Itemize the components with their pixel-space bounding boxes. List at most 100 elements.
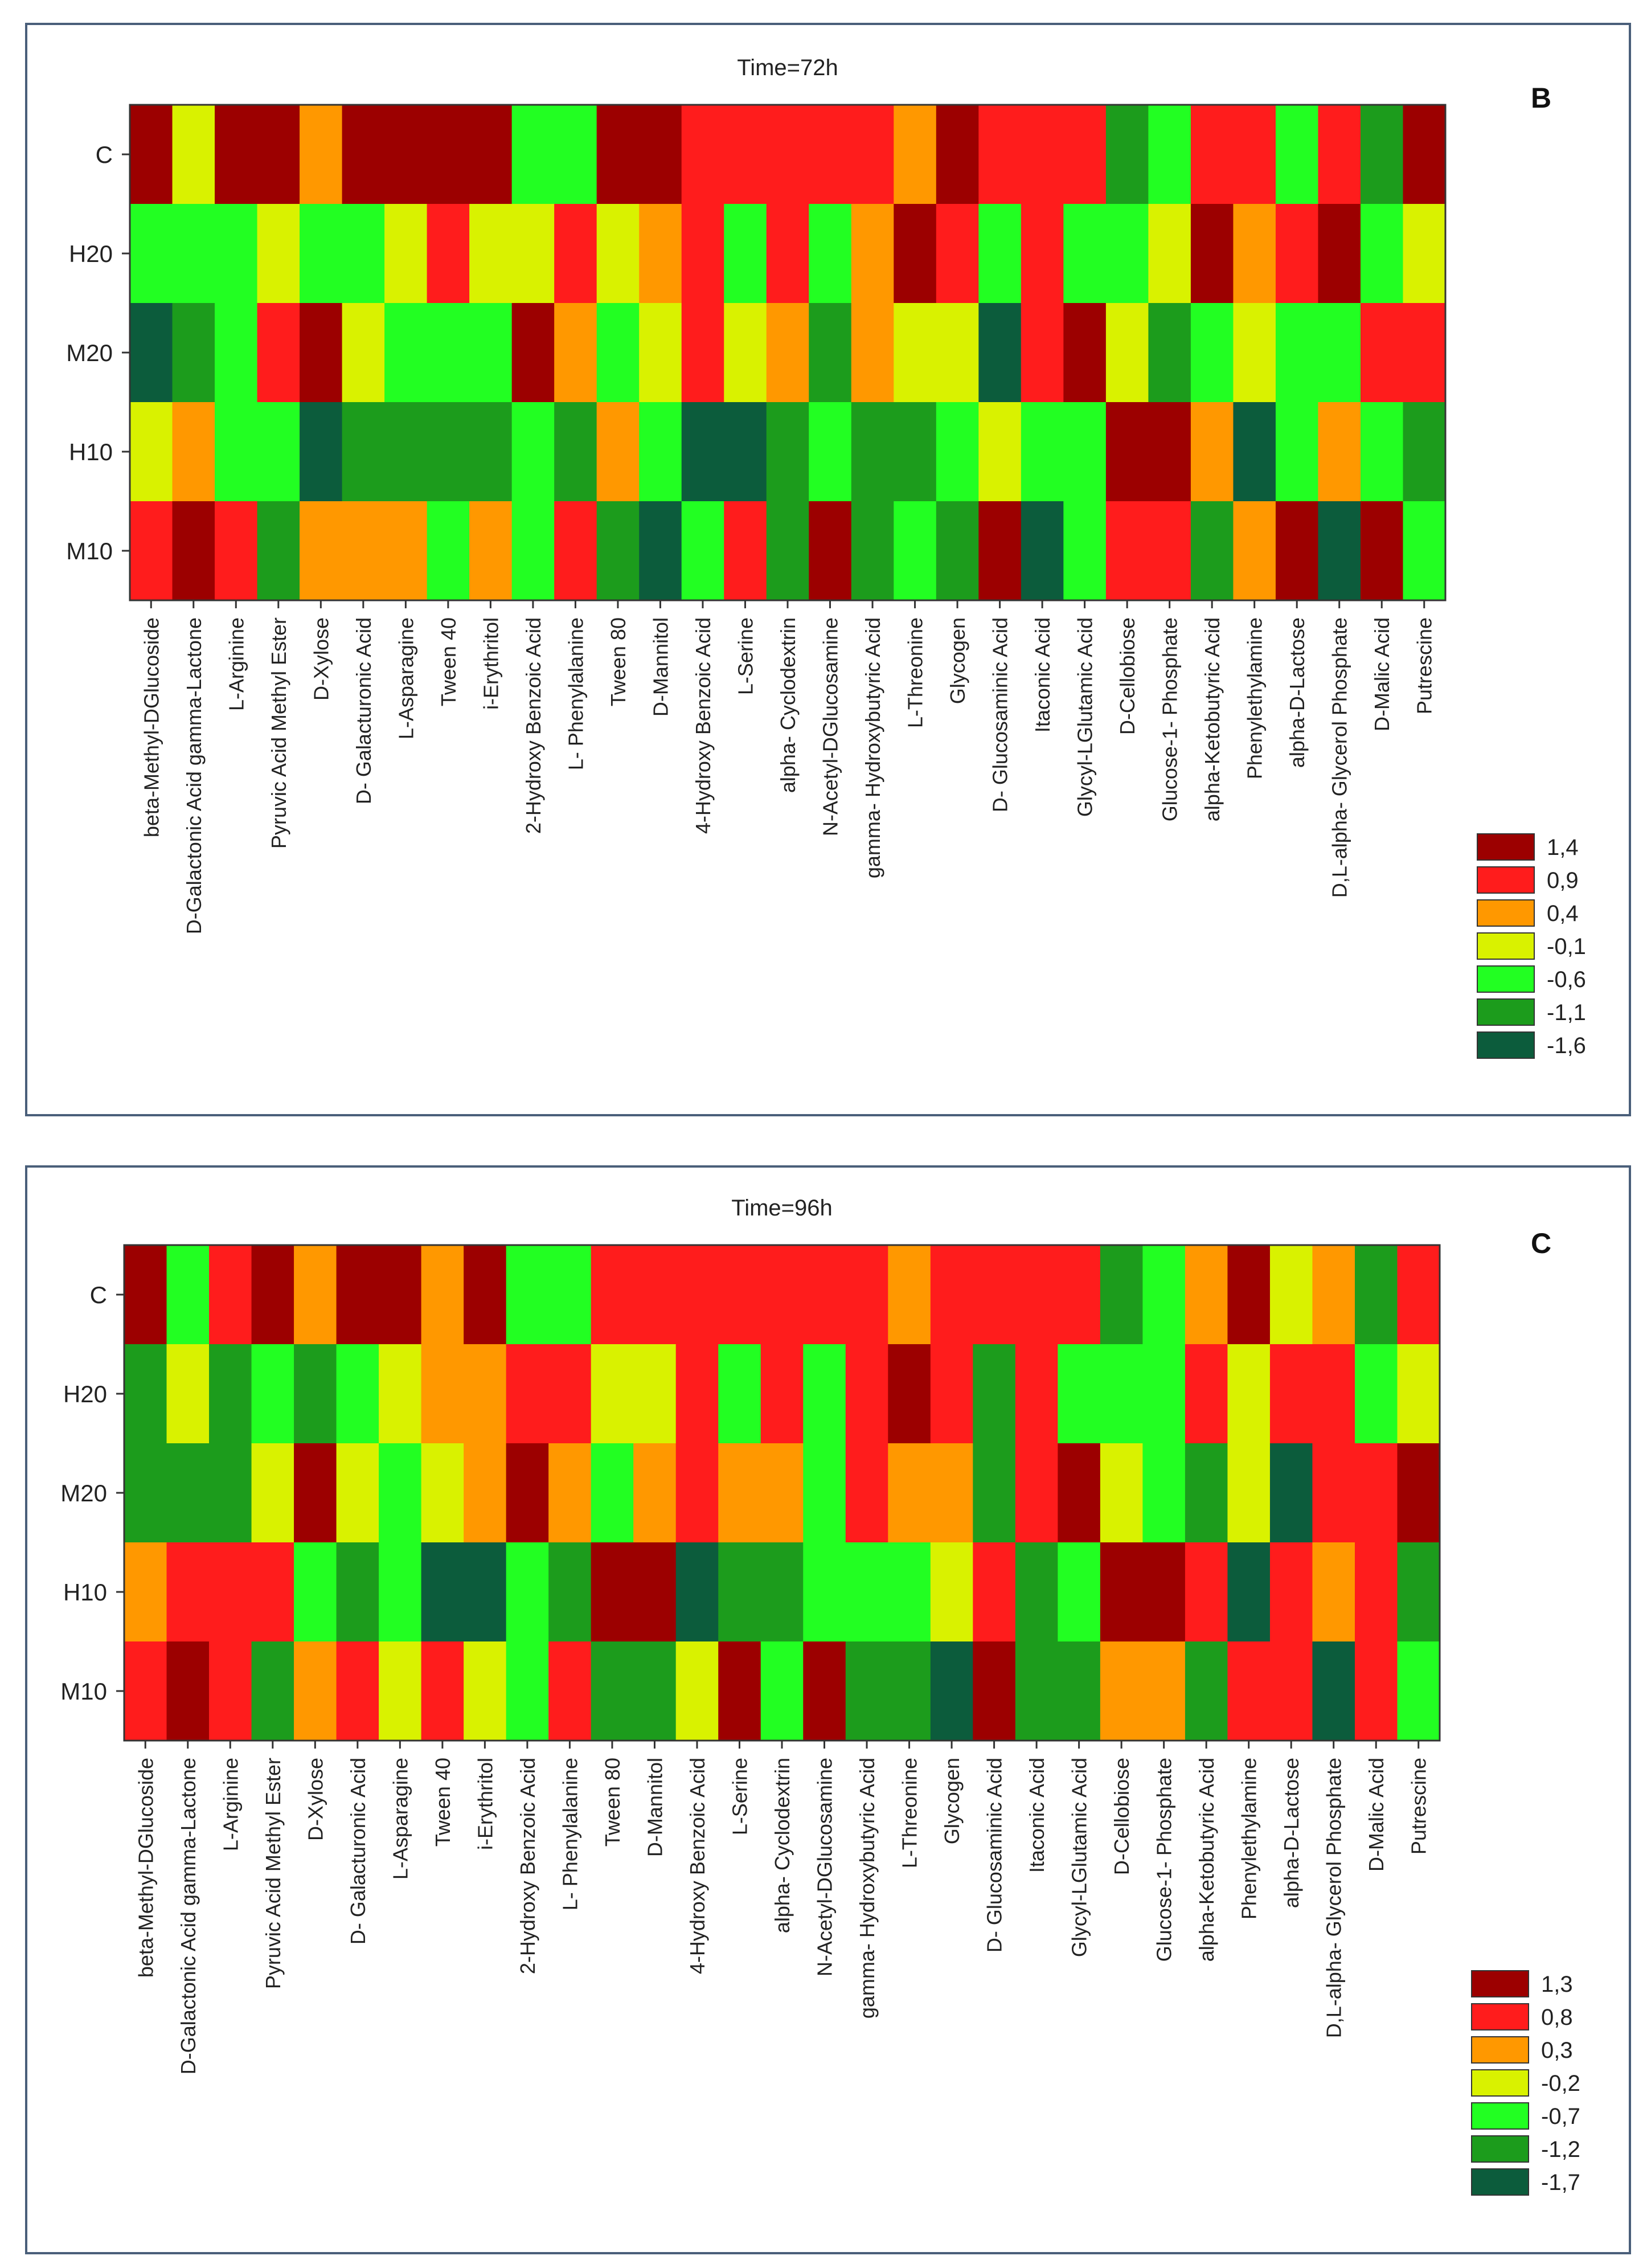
heatmap-cell-H20-22: [1015, 1344, 1058, 1444]
heatmap-cell-C-13: [633, 1245, 677, 1345]
column-label-7: L-Asparagine: [394, 617, 417, 739]
legend-label: 1,4: [1547, 835, 1579, 860]
heatmap-cell-M20-10: [506, 1443, 549, 1543]
heatmap-cell-H20-7: [379, 1344, 422, 1444]
heatmap-cell-M10-26: [1190, 501, 1234, 601]
heatmap-cell-M20-27: [1227, 1443, 1271, 1543]
heatmap-cell-H20-29: [1318, 204, 1361, 304]
heatmap-cell-M20-24: [1105, 303, 1149, 403]
column-label-17: N-Acetyl-DGlucosamine: [819, 617, 842, 836]
heatmap-cell-M10-12: [596, 501, 640, 601]
column-label-15: L-Serine: [734, 617, 757, 695]
row-label-M20: M20: [66, 339, 113, 366]
heatmap-cell-C-19: [888, 1245, 931, 1345]
heatmap-cell-C-23: [1063, 105, 1107, 204]
heatmap-cell-M10-23: [1058, 1641, 1101, 1741]
heatmap-cell-M20-2: [166, 1443, 210, 1543]
heatmap-cell-H10-31: [1403, 402, 1446, 502]
heatmap-cell-C-27: [1227, 1245, 1271, 1345]
heatmap-cell-H20-28: [1275, 204, 1319, 304]
column-label-25: Glucose-1- Phosphate: [1158, 617, 1182, 821]
legend-label: -0,1: [1547, 934, 1586, 959]
heatmap-cell-C-17: [809, 105, 852, 204]
heatmap-cell-M20-7: [384, 303, 428, 403]
heatmap-cell-C-12: [596, 105, 640, 204]
heatmap-cell-M20-6: [342, 303, 385, 403]
heatmap-cell-H10-26: [1190, 402, 1234, 502]
heatmap-cell-H20-27: [1227, 1344, 1271, 1444]
heatmap-cell-H20-15: [724, 204, 767, 304]
column-label-24: D-Cellobiose: [1110, 1758, 1133, 1875]
heatmap-cell-H10-5: [300, 402, 343, 502]
heatmap-cell-H20-17: [803, 1344, 846, 1444]
heatmap-cell-M10-29: [1318, 501, 1361, 601]
heatmap-cell-H10-24: [1105, 402, 1149, 502]
heatmap-cell-H10-11: [548, 1542, 592, 1642]
heatmap-cell-H10-23: [1058, 1542, 1101, 1642]
panel-label: C: [1531, 1227, 1551, 1259]
heatmap-cell-C-16: [766, 105, 809, 204]
legend-swatch: [1471, 2102, 1529, 2130]
heatmap-cell-M10-6: [342, 501, 385, 601]
heatmap-cell-H20-8: [427, 204, 470, 304]
heatmap-cell-C-6: [336, 1245, 379, 1345]
heatmap-cell-H20-16: [766, 204, 809, 304]
heatmap-cell-H20-2: [172, 204, 215, 304]
heatmap-cell-H20-18: [845, 1344, 888, 1444]
heatmap-cell-M10-27: [1227, 1641, 1271, 1741]
heatmap-cell-H10-29: [1312, 1542, 1355, 1642]
heatmap-cell-H10-4: [257, 402, 300, 502]
heatmap-cell-M20-5: [294, 1443, 337, 1543]
heatmap-cell-M10-4: [251, 1641, 294, 1741]
heatmap-cell-M10-2: [166, 1641, 210, 1741]
heatmap-cell-M20-13: [633, 1443, 677, 1543]
column-label-25: Glucose-1- Phosphate: [1153, 1758, 1176, 1962]
heatmap-cell-C-10: [506, 1245, 549, 1345]
heatmap-cell-C-28: [1275, 105, 1319, 204]
heatmap-cell-H10-16: [766, 402, 809, 502]
heatmap-cell-M10-7: [379, 1641, 422, 1741]
heatmap-cell-H10-10: [506, 1542, 549, 1642]
heatmap-cell-M20-28: [1269, 1443, 1313, 1543]
heatmap-cell-H10-31: [1397, 1542, 1440, 1642]
heatmap-cell-H20-26: [1190, 204, 1234, 304]
column-label-31: Putrescine: [1413, 617, 1436, 714]
column-label-7: L-Asparagine: [388, 1758, 412, 1880]
heatmap-96h-svg: Time=96h C C H20 M20 H10 M10 beta-Methyl-DGluco…: [60, 1196, 1580, 2196]
heatmap-cell-C-21: [978, 105, 1022, 204]
heatmap-cell-C-20: [930, 1245, 973, 1345]
heatmap-cell-C-31: [1397, 1245, 1440, 1345]
heatmap-cell-M10-14: [681, 501, 724, 601]
heatmap-cell-C-15: [724, 105, 767, 204]
heatmap-cell-C-1: [130, 105, 173, 204]
column-label-4: Pyruvic Acid Methyl Ester: [267, 617, 290, 849]
heatmap-cell-C-29: [1312, 1245, 1355, 1345]
heatmap-cell-M20-11: [554, 303, 597, 403]
heatmap-cell-C-11: [554, 105, 597, 204]
heatmap-cell-H20-16: [760, 1344, 804, 1444]
column-label-14: 4-Hydroxy Benzoic Acid: [686, 1758, 709, 1974]
heatmap-cell-M10-13: [633, 1641, 677, 1741]
heatmap-cell-M10-20: [936, 501, 979, 601]
column-label-13: D-Mannitol: [643, 1758, 666, 1857]
heatmap-cell-H20-25: [1148, 204, 1191, 304]
heatmap-cell-M20-2: [172, 303, 215, 403]
heatmap-cell-M10-2: [172, 501, 215, 601]
heatmap-cell-C-13: [639, 105, 682, 204]
heatmap-cell-C-23: [1058, 1245, 1101, 1345]
heatmap-cell-H10-14: [675, 1542, 719, 1642]
heatmap-cell-M20-21: [978, 303, 1022, 403]
heatmap-cell-C-22: [1015, 1245, 1058, 1345]
heatmap-cell-M10-18: [851, 501, 894, 601]
heatmap-cell-H20-9: [464, 1344, 507, 1444]
heatmap-cell-C-22: [1021, 105, 1064, 204]
heatmap-cell-H20-3: [215, 204, 258, 304]
legend-swatch: [1477, 932, 1535, 960]
heatmap-cell-H20-14: [681, 204, 724, 304]
heatmap-cell-C-25: [1142, 1245, 1186, 1345]
legend-label: 0,3: [1541, 2038, 1573, 2063]
heatmap-cell-M20-1: [124, 1443, 167, 1543]
chart-title: Time=96h: [731, 1196, 833, 1221]
heatmap-cell-H20-11: [548, 1344, 592, 1444]
heatmap-cell-H10-7: [379, 1542, 422, 1642]
